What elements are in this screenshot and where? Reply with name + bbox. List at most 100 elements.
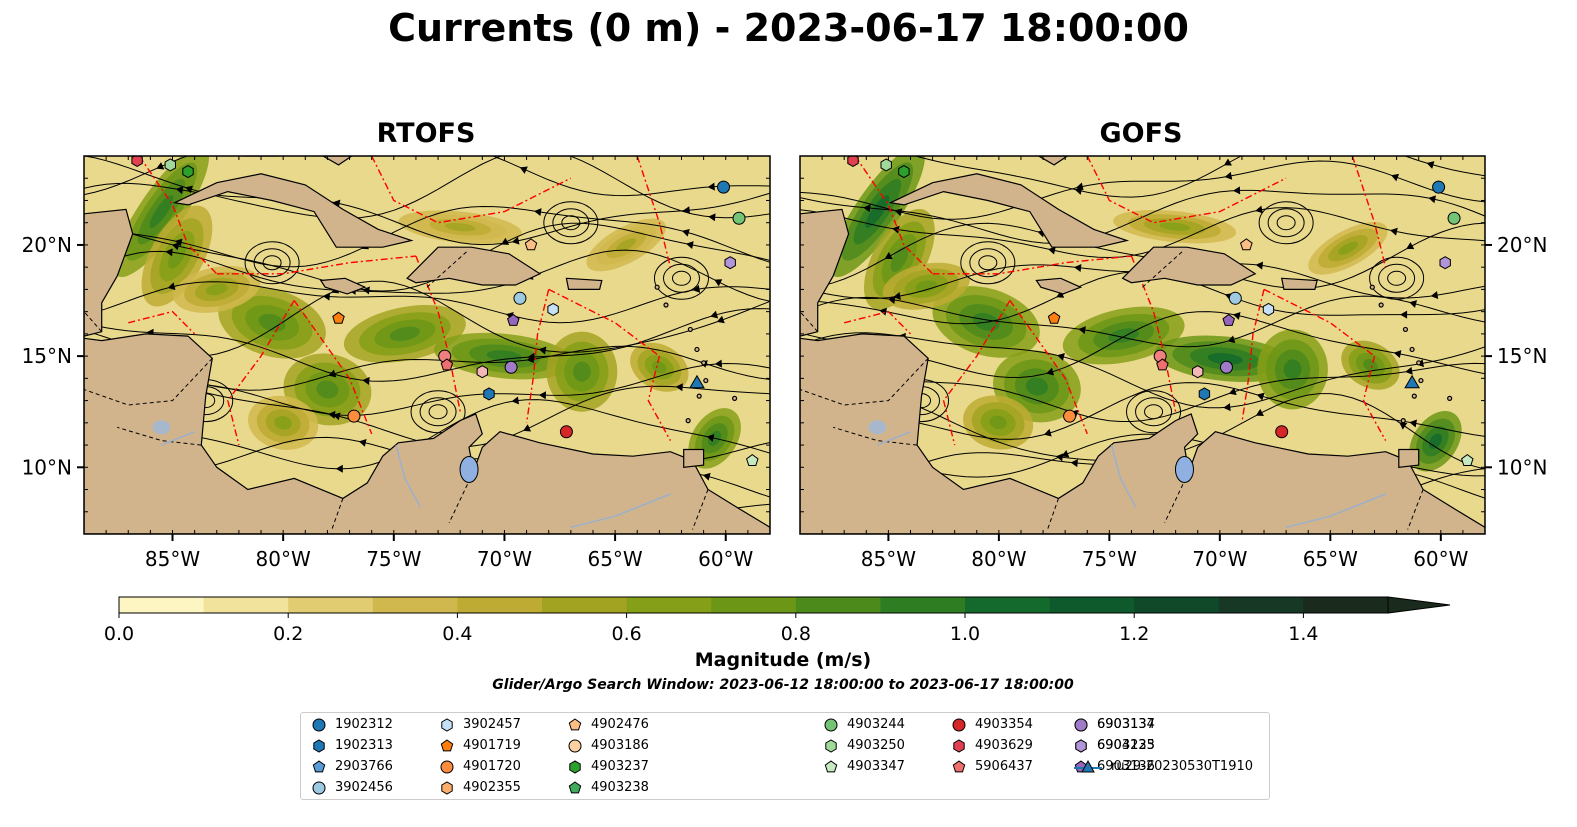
lon-tick-label: 60°W [698,547,753,571]
float-marker-4901720 [347,409,361,423]
legend-item: 4903354 [951,714,1033,735]
lon-tick-label: 80°W [256,547,311,571]
legend-label: 4903238 [591,780,649,795]
eez-boundaries [128,156,672,446]
hexagon-marker-icon [953,738,965,753]
colorbar-swatch [965,597,1051,613]
legend-item: 3902456 [311,777,393,798]
float-marker-5906437 [440,358,454,371]
float-marker-3902457 [1262,302,1275,316]
rivers [877,431,1386,529]
circle-marker-icon [312,718,326,731]
lon-tick-label: 75°W [1082,547,1137,571]
circle-marker-icon [824,718,838,731]
legend-marker [825,738,837,753]
legend-item: 4903186 [567,735,649,756]
legend-marker [568,717,582,730]
map-panel-rtofs: 85°W 80°W 75°W 70°W 65°W 60°W 10°N 15°N 20°N [22,155,771,571]
float-marker-4903347 [1461,453,1474,466]
eez-boundaries [844,156,1387,446]
circle-marker-icon [440,760,454,773]
hexagon-marker-icon [313,738,325,753]
colorbar-swatch [880,597,966,613]
glider-marker [1404,374,1420,389]
float-marker-3902457 [547,302,559,316]
rivers [161,431,671,529]
pentagon-marker-icon [824,759,838,772]
lon-tick-label: 60°W [1413,547,1468,571]
colorbar: 0.0 0.2 0.4 0.6 0.8 1.0 1.2 1.4 [104,596,1451,645]
legend-marker [441,780,453,795]
legend-item: 4903347 [823,756,905,777]
legend-item: 1902312 [311,714,393,735]
glider-marker [689,374,705,389]
lon-tick-label: 65°W [587,547,642,571]
colorbar-tick-label: 1.4 [1288,623,1318,645]
legend-label: 3902456 [335,780,393,795]
legend-label: 4901720 [463,759,521,774]
colorbar-swatch [1134,597,1220,613]
legend-item: 2903766 [311,756,393,777]
float-marker-4903629 [847,156,859,167]
colorbar-swatch [457,597,543,613]
float-marker-3902456 [513,291,527,305]
legend-marker [952,759,966,772]
legend-label: 3902457 [463,717,521,732]
float-marker-6903137 [1219,360,1233,374]
float-marker-4903237 [182,165,194,179]
pentagon-marker-icon [568,780,582,793]
colorbar-swatch [795,597,881,613]
float-marker-4903244 [1447,211,1461,225]
circle-marker-icon [568,739,582,752]
legend-marker [1074,718,1088,731]
legend-label: 4903244 [847,717,905,732]
float-marker-6903136 [1222,313,1235,326]
legend-marker [313,738,325,753]
map-panel-gofs: 85°W 80°W 75°W 70°W 65°W 60°W 10°N 15°N 20°N [799,155,1547,571]
float-marker-6903135 [476,365,488,379]
colorbar-swatch [711,597,797,613]
legend-marker [312,781,326,794]
legend-marker [1075,738,1087,753]
legend-marker [569,759,581,774]
legend-marker [312,718,326,731]
legend-label: 2903766 [335,759,393,774]
legend-item: 4903244 [823,714,905,735]
legend-item: 6904223 [1073,735,1155,756]
legend-item: 4903250 [823,735,905,756]
legend-label: 5906437 [975,759,1033,774]
colorbar-label: Magnitude (m/s) [694,649,872,671]
legend-label: 6903135 [1097,738,1155,753]
legend-item: 4903237 [567,756,649,777]
legend-label: 6903136 [1097,759,1155,774]
float-marker-4901720 [1063,409,1077,423]
colorbar-swatch [1049,597,1135,613]
legend-item: 5906437 [951,756,1033,777]
colorbar-swatch [372,597,458,613]
lat-tick-label: 20°N [1497,233,1547,257]
colorbar-swatch [1303,597,1389,613]
lake-maracaibo [1174,456,1194,484]
float-marker-1902313 [1198,387,1211,401]
land [84,156,770,534]
colorbar-tick-label: 0.6 [611,623,641,645]
legend-item: 6903137 [1073,714,1155,735]
pentagon-marker-icon [312,759,326,772]
float-marker-4901719 [332,311,345,324]
legend-item: 4902476 [567,714,649,735]
hexagon-marker-icon [1075,738,1087,753]
pentagon-marker-icon [568,717,582,730]
float-marker-4903237 [898,165,910,179]
circle-marker-icon [312,781,326,794]
legend-item: 4901719 [439,735,521,756]
circle-marker-icon [952,718,966,731]
legend-marker [312,759,326,772]
colorbar-swatch [288,597,374,613]
float-marker-1902312 [717,180,731,194]
legend-label: 1902313 [335,738,393,753]
float-marker-4903354 [559,425,573,439]
lat-tick-label: 20°N [22,233,72,257]
legend-label: 4903237 [591,759,649,774]
colorbar-tick-label: 1.2 [1119,623,1149,645]
search-window-text: Glider/Argo Search Window: 2023-06-12 18… [492,677,1074,693]
